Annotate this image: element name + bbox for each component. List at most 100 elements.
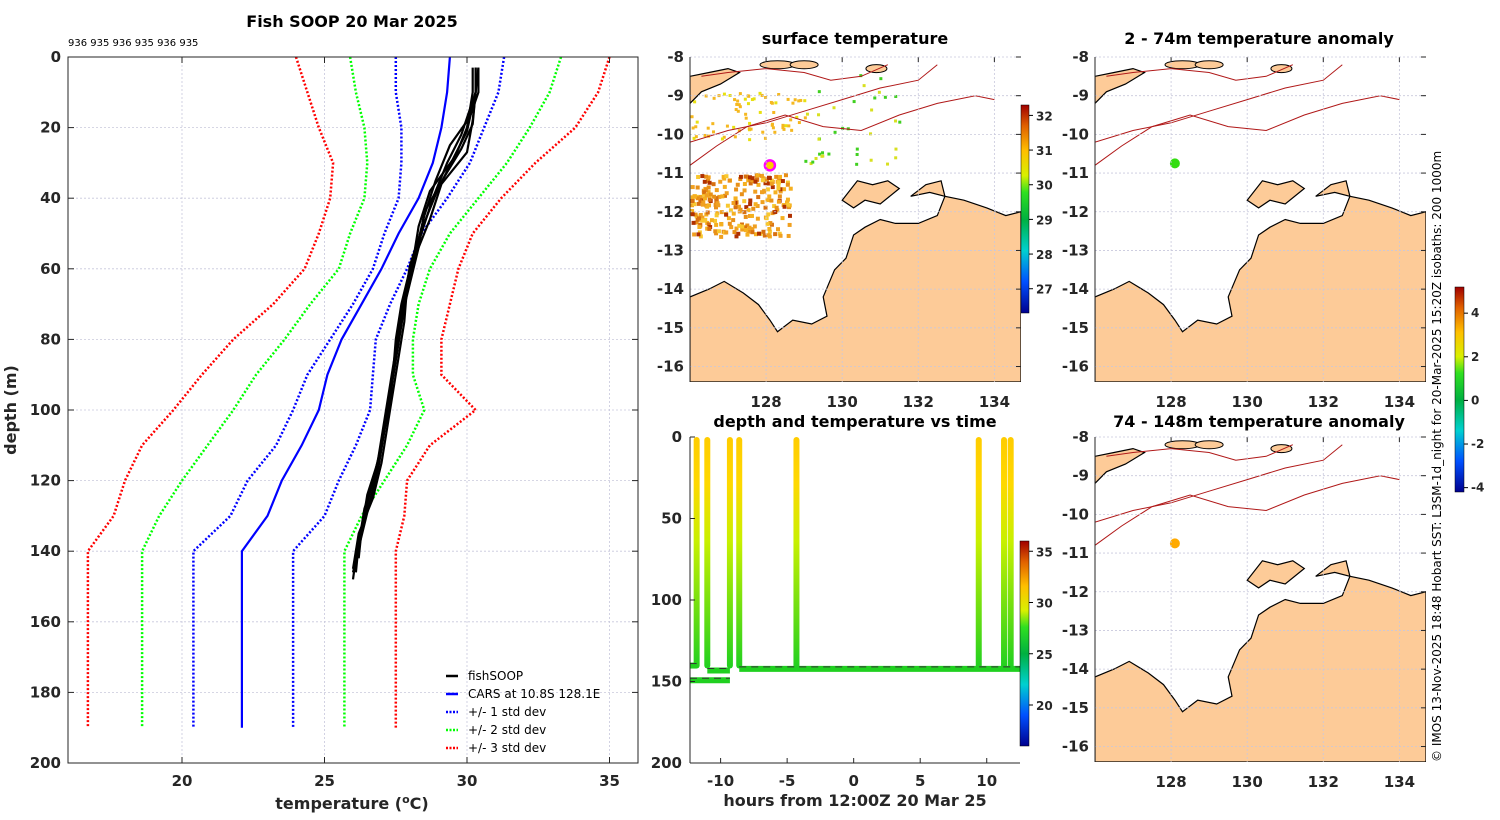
colorbar-tick-label: 27 [1036,283,1053,297]
sst-pixel [743,228,748,233]
sst-pixel [752,97,756,101]
x-tick-label: 35 [599,772,620,790]
profile-xlabel: temperature (oC) [275,793,428,813]
sst-pixel [777,194,782,199]
sst-pixel [870,108,874,112]
sst-pixel [745,232,750,237]
sst-pixel [712,194,717,199]
sst-pixel [786,97,790,101]
sst-pixel [817,113,821,117]
colorbar-tick-label: 25 [1036,648,1053,662]
x-tick-label: -10 [707,772,734,790]
sst-pixel [758,110,762,114]
x-tick-label: 10 [976,772,997,790]
anomaly-marker [1169,158,1180,169]
sst-pixel [832,106,836,110]
profile-grid [68,56,638,764]
isobath-line [690,64,938,143]
sst-pixel [748,181,753,186]
isobath-line [1106,444,1293,461]
sst-pixel [702,190,707,195]
sst-pixel [786,202,791,207]
sst-pixel [803,99,807,103]
sst-pixel [859,74,863,78]
sst-pixel [695,196,700,201]
sst-pixel [774,101,778,105]
sst-pixel [725,124,729,128]
sst-pixel [787,124,791,128]
sst-pixel [753,189,758,194]
x-tick-label: 128 [1155,393,1186,411]
colorbar-tick-label: -4 [1471,481,1484,495]
sst-pixel [805,112,809,116]
sst-pixel [776,186,781,191]
sst-pixel [755,216,760,221]
x-tick-label: 130 [1232,393,1263,411]
y-tick-label: -15 [1062,699,1089,717]
sst-pixel [753,202,758,207]
sst-pixel [696,201,701,206]
sst-pixel [869,132,873,136]
sst-pixel [777,231,782,236]
sst-pixel [760,178,765,183]
land-timor [690,67,741,105]
y-tick-label: 40 [40,189,61,207]
sst-pixel [700,215,705,220]
isobath-line [1095,475,1400,546]
anomaly-marker [1169,538,1180,549]
sst-map-area [690,57,1021,382]
x-tick-label: 128 [750,393,781,411]
sst-pixel [743,225,748,230]
sst-pixel [702,179,707,184]
sst-pixel [768,221,773,226]
sst-pixel [799,98,803,102]
y-tick-label: 100 [651,591,682,609]
credit-text: © IMOS 13-Nov-2025 18:48 Hobart SST: L3S… [1430,151,1444,762]
sst-pixel [797,121,801,125]
sst-pixel [747,127,751,131]
y-tick-label: -12 [657,203,684,221]
std-dev-line-lower [192,57,403,728]
cast-line [793,437,800,669]
sst-pixel [724,174,729,179]
sst-pixel [817,90,821,94]
colorbar-tick-label: 28 [1036,248,1053,262]
sst-pixel [711,182,716,187]
colorbar-tick-label: 20 [1036,699,1053,713]
sst-pixel [767,229,772,234]
anomaly-2-74-title: 2 - 74m temperature anomaly [1124,29,1394,48]
y-tick-label: -16 [657,358,684,376]
sst-pixel [776,183,781,188]
sst-pixel [714,213,719,218]
sst-pixel [765,198,770,203]
sst-pixel [748,138,752,142]
sst-pixel [753,232,758,237]
ship-position-marker [763,159,777,172]
land-island [1194,440,1224,450]
x-tick-label: 5 [915,772,925,790]
y-tick-label: 120 [30,472,61,490]
sst-pixel [723,193,728,198]
sst-pixel [691,126,695,130]
sst-pixel [715,201,720,206]
sst-pixel [701,200,706,205]
sst-pixel [738,174,743,179]
sst-pixel [715,211,720,216]
sst-pixel [785,197,790,202]
sst-pixel [762,189,767,194]
sst-pixel [738,92,742,96]
sst-pixel [713,218,718,223]
sst-pixel [694,125,698,129]
sst-pixel [700,202,705,207]
x-tick-label: 132 [1308,393,1339,411]
sst-pixel [898,120,902,124]
isobath-line [1095,95,1400,166]
sst-pixel [773,190,778,195]
sst-pixel [720,194,725,199]
x-tick-label: 30 [457,772,478,790]
sst-pixel [709,218,714,223]
sst-pixel [782,187,787,192]
sst-pixel [706,126,710,130]
sst-pixel [766,212,771,217]
